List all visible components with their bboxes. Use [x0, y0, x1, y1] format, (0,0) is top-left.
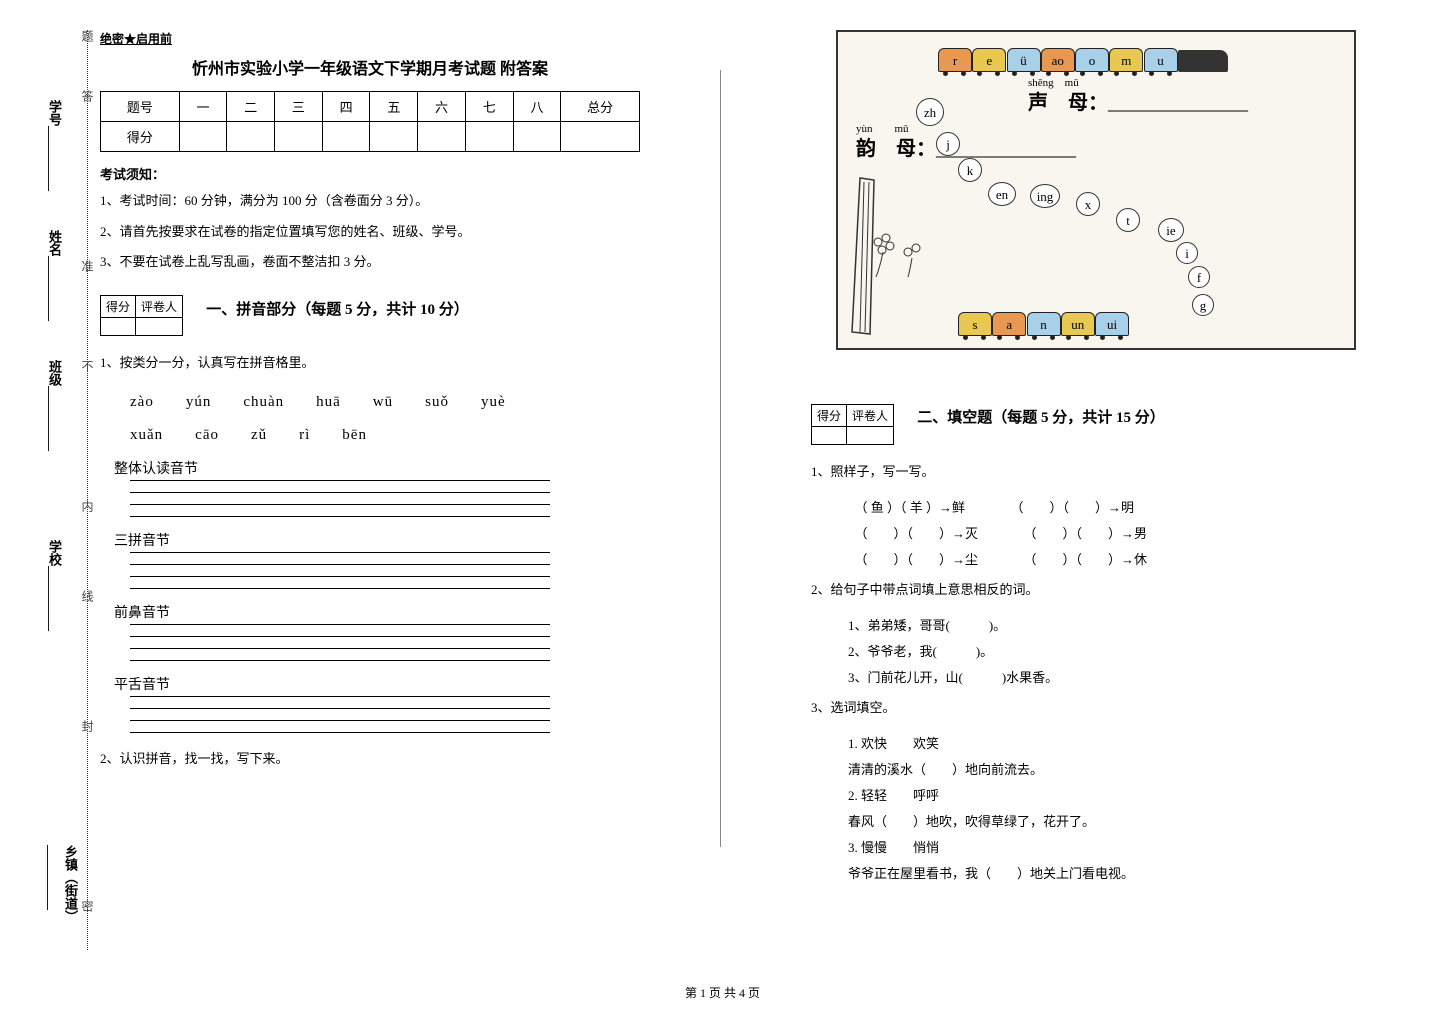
dotted-char: 线 — [79, 590, 96, 622]
word-choice: 1. 欢快 欢笑 — [811, 731, 1381, 757]
page-footer: 第 1 页 共 4 页 — [0, 984, 1445, 1001]
q: 1、照样子，写一写。 — [811, 459, 1381, 485]
instruction: 3、不要在试卷上乱写乱画，卷面不整洁扣 3 分。 — [100, 250, 640, 275]
category-label: 前鼻音节 — [114, 602, 640, 622]
left-column: 绝密★启用前 忻州市实验小学一年级语文下学期月考试题 附答案 题号 一 二 三 … — [60, 30, 640, 887]
dotted-char: 答 — [79, 90, 96, 122]
train-bottom: s a n un ui — [958, 312, 1126, 336]
grader-box: 得分评卷人 — [100, 295, 183, 336]
section1-title: 一、拼音部分（每题 5 分，共计 10 分） — [206, 298, 469, 319]
th: 八 — [513, 92, 561, 122]
q1: 1、按类分一分，认真写在拼音格里。 — [100, 350, 640, 376]
category-label: 平舌音节 — [114, 674, 640, 694]
dotted-char: 不 — [79, 360, 96, 392]
th: 三 — [275, 92, 323, 122]
letter-disk: f — [1188, 266, 1210, 288]
dotted-char: 密 — [79, 900, 96, 932]
th: 七 — [465, 92, 513, 122]
sentence: 春风（ ）地吹，吹得草绿了，花开了。 — [811, 809, 1381, 835]
label-school: 学校__________ — [45, 540, 64, 631]
example-line: （ 鱼 ）（ 羊 ）→鲜 （ ）（ ）→明 — [811, 495, 1381, 521]
instruction: 1、考试时间：60 分钟，满分为 100 分（含卷面分 3 分）。 — [100, 189, 640, 214]
label-class: 班级__________ — [45, 360, 64, 451]
pinyin-grid — [130, 696, 550, 732]
subquestion: 3、门前花儿开，山( )水果香。 — [811, 665, 1381, 691]
example-line: （ ）（ ）→灭 （ ）（ ）→男 — [811, 521, 1381, 547]
grader-box: 得分评卷人 — [811, 404, 894, 445]
th: 二 — [227, 92, 275, 122]
letter-disk: k — [958, 158, 982, 182]
pinyin-grid — [130, 552, 550, 588]
th: 四 — [322, 92, 370, 122]
q: 3、选词填空。 — [811, 695, 1381, 721]
train-engine — [1178, 50, 1228, 72]
column-divider — [720, 70, 721, 847]
th: 五 — [370, 92, 418, 122]
letter-disk: x — [1076, 192, 1100, 216]
train: r e ü ao o m u — [938, 48, 1228, 72]
shengmu-label: 声 母：______________ — [1028, 86, 1248, 115]
binding-margin: 学号__________ 姓名__________ 班级__________ 学… — [45, 40, 105, 940]
q2: 2、认识拼音，找一找，写下来。 — [100, 746, 640, 772]
letter-disk: j — [936, 132, 960, 156]
label-name: 姓名__________ — [45, 230, 64, 321]
sealing-dotted-line — [87, 30, 88, 950]
dotted-char: 准 — [79, 260, 96, 292]
letter-disk: en — [988, 182, 1016, 206]
sentence: 爷爷正在屋里看书，我（ ）地关上门看电视。 — [811, 861, 1381, 887]
example-line: （ ）（ ）→尘 （ ）（ ）→休 — [811, 547, 1381, 573]
th: 六 — [418, 92, 466, 122]
instructions-head: 考试须知： — [100, 164, 640, 183]
right-column: r e ü ao o m u shēng mǔ 声 母：____________… — [801, 30, 1381, 887]
label-town: 乡镇（街道）__________ — [45, 845, 80, 940]
word-choice: 2. 轻轻 呼呼 — [811, 783, 1381, 809]
pinyin-line2: xuǎn cāo zǔ rì bēn — [100, 419, 640, 452]
pinyin-grid — [130, 480, 550, 516]
exam-title: 忻州市实验小学一年级语文下学期月考试题 附答案 — [100, 55, 640, 79]
letter-disk: g — [1192, 294, 1214, 316]
section2-title: 二、填空题（每题 5 分，共计 15 分） — [917, 406, 1165, 427]
letter-disk: t — [1116, 208, 1140, 232]
letter-disk: i — [1176, 242, 1198, 264]
dotted-char: 内 — [79, 500, 96, 532]
yunmu-label: 韵 母：______________ — [856, 132, 1076, 161]
subquestion: 2、爷爷老，我( )。 — [811, 639, 1381, 665]
pencil-icon — [846, 172, 956, 342]
pinyin-illustration: r e ü ao o m u shēng mǔ 声 母：____________… — [836, 30, 1356, 350]
dotted-char: 题 — [79, 30, 96, 62]
letter-disk: ing — [1030, 184, 1060, 208]
pinyin-line1: zào yún chuàn huā wū suǒ yuè — [100, 386, 640, 419]
td: 得分 — [101, 122, 180, 152]
dotted-char: 封 — [79, 720, 96, 752]
category-label: 整体认读音节 — [114, 458, 640, 478]
subquestion: 1、弟弟矮，哥哥( )。 — [811, 613, 1381, 639]
category-label: 三拼音节 — [114, 530, 640, 550]
th: 总分 — [561, 92, 640, 122]
letter-disk: ie — [1158, 218, 1184, 242]
pinyin-grid — [130, 624, 550, 660]
label-student-id: 学号__________ — [45, 100, 64, 191]
confidential-label: 绝密★启用前 — [100, 30, 640, 47]
q: 2、给句子中带点词填上意思相反的词。 — [811, 577, 1381, 603]
score-table: 题号 一 二 三 四 五 六 七 八 总分 得分 — [100, 91, 640, 152]
word-choice: 3. 慢慢 悄悄 — [811, 835, 1381, 861]
th: 一 — [179, 92, 227, 122]
letter-disk: zh — [916, 98, 944, 126]
instruction: 2、请首先按要求在试卷的指定位置填写您的姓名、班级、学号。 — [100, 220, 640, 245]
sentence: 清清的溪水（ ）地向前流去。 — [811, 757, 1381, 783]
th: 题号 — [101, 92, 180, 122]
